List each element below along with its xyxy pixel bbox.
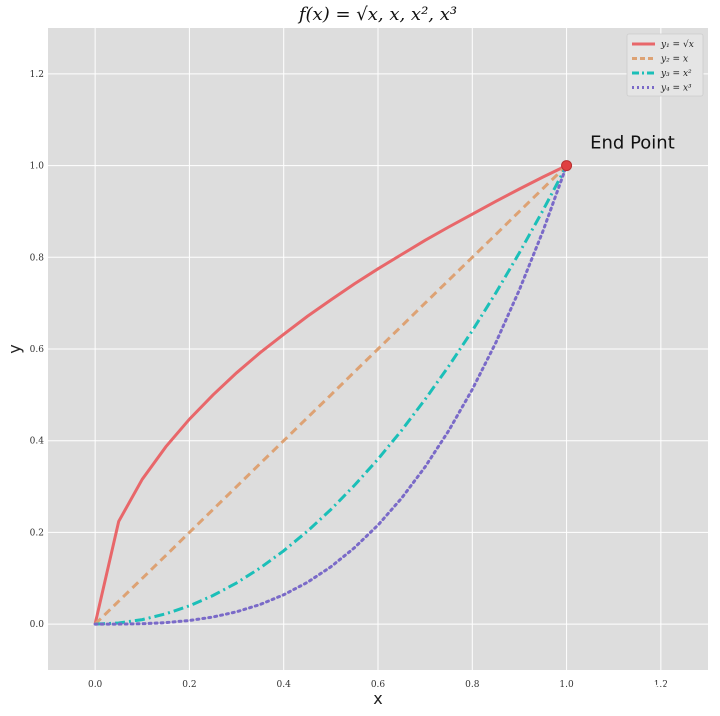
y-tick-label: 0.0 [30, 620, 45, 630]
series-line-3 [95, 164, 568, 626]
legend: y₁ = √x y₂ = x y₃ = x² y₄ = x³ [626, 33, 704, 97]
y-tick-label: 0.2 [30, 528, 44, 538]
y-tick-label: 0.4 [30, 437, 45, 447]
end-point-annotation: End Point [590, 133, 675, 154]
legend-label-1: y₁ = √x [660, 39, 694, 50]
x-tick-label: 1.2 [654, 680, 668, 690]
end-point-marker [561, 160, 573, 172]
series-line-4 [93, 164, 569, 626]
watermark-main: 知乎 @Gene [580, 678, 687, 699]
chart-title: f(x) = √x, x, x², x³ [297, 4, 457, 25]
x-tick-label: 0.4 [277, 680, 292, 690]
legend-label-2: y₂ = x [660, 55, 688, 65]
series-line-1 [93, 164, 568, 625]
x-tick-label: 0.8 [465, 680, 480, 690]
tick-labels: 0.0 0.2 0.4 0.6 0.8 1.0 1.2 0.0 0.2 0.4 0.6 0.8 1.0 1… [30, 70, 668, 690]
x-tick-label: 0.2 [182, 680, 196, 690]
x-axis-label: x [373, 689, 382, 708]
watermark-sub: https://blog.csdn.net/qq_41552508 [578, 702, 718, 711]
y-tick-label: 0.6 [30, 345, 45, 355]
y-tick-label: 0.8 [30, 253, 45, 263]
x-tick-label: 0.6 [371, 680, 386, 690]
x-tick-label: 1.0 [559, 680, 574, 690]
y-axis-label: y [5, 344, 24, 353]
series-line-2 [94, 164, 568, 626]
y-tick-label: 1.0 [30, 162, 45, 172]
series-lines [93, 164, 569, 626]
y-tick-label: 1.2 [30, 70, 44, 80]
legend-label-3: y₃ = x² [660, 69, 692, 79]
legend-label-4: y₄ = x³ [660, 84, 692, 94]
x-tick-label: 0.0 [88, 680, 103, 690]
legend-box [626, 33, 704, 97]
